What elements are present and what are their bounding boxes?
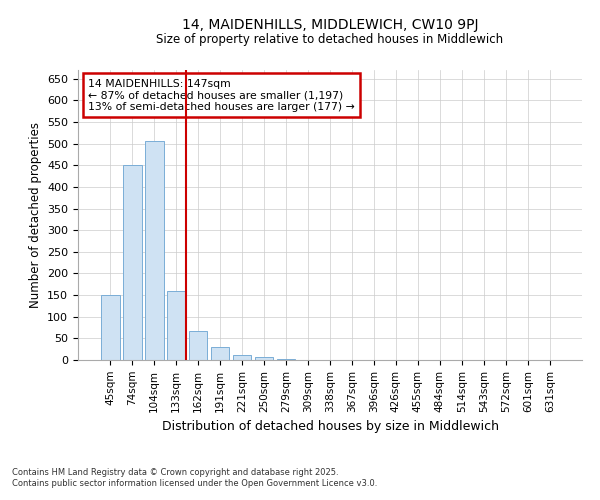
Bar xyxy=(101,295,119,360)
Bar xyxy=(167,290,185,360)
Bar xyxy=(211,347,229,360)
X-axis label: Distribution of detached houses by size in Middlewich: Distribution of detached houses by size … xyxy=(161,420,499,433)
Bar xyxy=(277,358,295,360)
Text: Size of property relative to detached houses in Middlewich: Size of property relative to detached ho… xyxy=(157,32,503,46)
Bar xyxy=(255,357,274,360)
Text: 14, MAIDENHILLS, MIDDLEWICH, CW10 9PJ: 14, MAIDENHILLS, MIDDLEWICH, CW10 9PJ xyxy=(182,18,478,32)
Bar xyxy=(189,331,208,360)
Bar xyxy=(233,355,251,360)
Text: 14 MAIDENHILLS: 147sqm
← 87% of detached houses are smaller (1,197)
13% of semi-: 14 MAIDENHILLS: 147sqm ← 87% of detached… xyxy=(88,78,355,112)
Y-axis label: Number of detached properties: Number of detached properties xyxy=(29,122,41,308)
Bar xyxy=(123,165,142,360)
Text: Contains HM Land Registry data © Crown copyright and database right 2025.
Contai: Contains HM Land Registry data © Crown c… xyxy=(12,468,377,487)
Bar xyxy=(145,140,164,360)
